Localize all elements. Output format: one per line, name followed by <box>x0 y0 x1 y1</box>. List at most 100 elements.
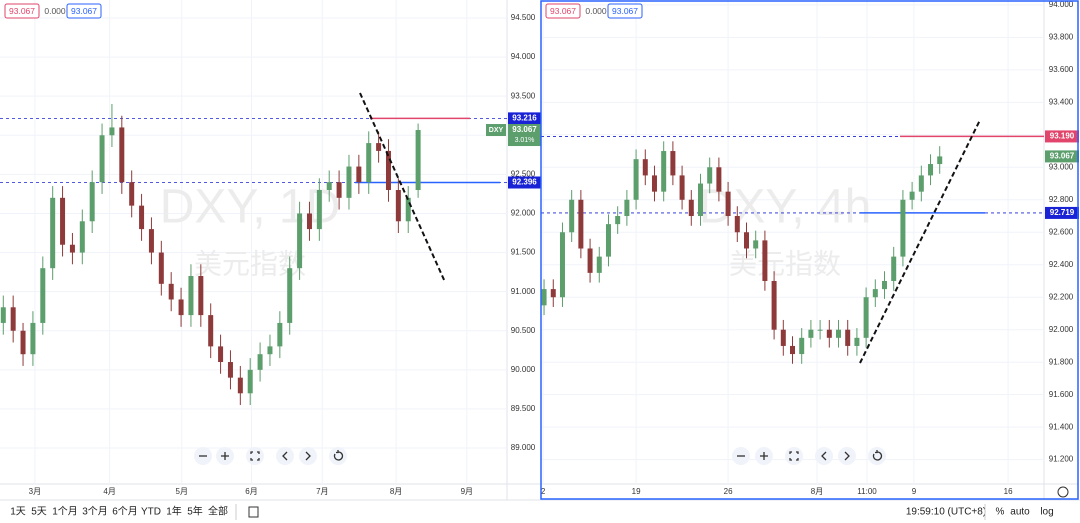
candle-body <box>642 159 648 176</box>
candle-body <box>237 377 243 394</box>
candle-body <box>178 299 184 316</box>
nav-button[interactable] <box>785 447 803 465</box>
chart-pane[interactable]: 91.200 91.400 91.600 91.800 92.000 92.200 92.4… <box>541 0 1079 496</box>
zoom-in-icon[interactable] <box>221 452 229 460</box>
candle-body <box>725 191 731 217</box>
nav-button[interactable] <box>868 447 886 465</box>
nav-button[interactable] <box>216 447 234 465</box>
scroll-left-icon[interactable] <box>821 451 827 461</box>
y-tick-label: 91.800 <box>1049 357 1074 366</box>
header-value-box <box>4 3 40 19</box>
nav-button[interactable] <box>276 447 294 465</box>
x-tick-label: 4月 <box>103 487 115 496</box>
candle-body <box>277 322 283 347</box>
range-button[interactable]: 1个月 <box>52 506 78 518</box>
percent-button[interactable]: % <box>996 507 1005 518</box>
log-button[interactable]: log <box>1040 507 1053 518</box>
candle-body <box>60 197 66 245</box>
reset-scale-icon[interactable] <box>250 451 260 461</box>
price-label-box <box>1045 130 1079 143</box>
goto-date-icon[interactable] <box>248 506 259 518</box>
nav-button[interactable] <box>299 447 317 465</box>
y-tick-label: 89.000 <box>511 443 536 452</box>
header-value: 0.000 <box>585 6 607 16</box>
reset-icon[interactable] <box>872 450 883 461</box>
y-tick-label: 89.500 <box>511 404 536 413</box>
change-label: 3.01% <box>515 137 535 144</box>
candle-body <box>836 329 842 338</box>
candle-body <box>356 166 362 183</box>
auto-button[interactable]: auto <box>1010 507 1030 518</box>
candle-body <box>909 191 915 200</box>
nav-button-bg[interactable] <box>276 447 294 465</box>
y-tick-label: 94.000 <box>511 52 536 61</box>
candle-body <box>780 329 786 346</box>
last-price-label: 93.067 <box>1050 152 1075 161</box>
chart-pane[interactable]: 89.000 89.500 90.000 90.500 91.000 91.500 92.0… <box>0 0 541 496</box>
nav-button-bg[interactable] <box>785 447 803 465</box>
candle-body <box>99 135 105 183</box>
range-button[interactable]: 1年 <box>166 505 182 518</box>
scroll-right-icon[interactable] <box>844 451 850 461</box>
x-tick-label: 19 <box>632 487 641 496</box>
range-button[interactable]: 5年 <box>187 505 203 518</box>
x-tick-label: 26 <box>724 487 733 496</box>
nav-button[interactable] <box>246 447 264 465</box>
candle-body <box>257 354 263 370</box>
nav-button[interactable] <box>755 447 773 465</box>
price-label: 92.719 <box>1050 208 1075 217</box>
candle-body <box>596 256 602 273</box>
scroll-left-icon[interactable] <box>282 451 288 461</box>
range-button[interactable]: YTD <box>141 507 161 518</box>
nav-button-bg[interactable] <box>868 447 886 465</box>
range-button[interactable]: 1天 <box>10 507 26 518</box>
candle-body <box>227 362 233 378</box>
header-value: 93.067 <box>612 6 638 16</box>
range-button[interactable]: 3个月 <box>82 506 108 518</box>
settings-icon[interactable] <box>1057 486 1069 498</box>
candle-body <box>10 307 16 331</box>
y-tick-label: 90.500 <box>511 326 536 335</box>
candle-body <box>826 329 832 338</box>
nav-button[interactable] <box>815 447 833 465</box>
candle-body <box>615 216 621 225</box>
candle-body <box>326 182 332 191</box>
nav-button-bg[interactable] <box>815 447 833 465</box>
candle-body <box>845 329 851 346</box>
candle-body <box>148 229 154 253</box>
candle-body <box>0 307 6 323</box>
x-tick-label: 9 <box>912 487 917 496</box>
range-button[interactable]: 5天 <box>31 507 47 518</box>
nav-button[interactable] <box>732 447 750 465</box>
nav-button-bg[interactable] <box>838 447 856 465</box>
candle-body <box>316 190 322 230</box>
nav-button-bg[interactable] <box>246 447 264 465</box>
candle-body <box>119 127 125 183</box>
range-button[interactable]: 6个月 <box>112 506 138 518</box>
candle-body <box>707 167 713 184</box>
candle-body <box>569 199 575 233</box>
zoom-in-icon[interactable] <box>760 452 768 460</box>
y-tick-label: 93.600 <box>1049 65 1074 74</box>
candle-body <box>405 197 411 222</box>
range-button[interactable]: 全部 <box>208 505 228 518</box>
nav-button-bg[interactable] <box>329 447 347 465</box>
x-tick-label: 11:00 <box>857 487 877 496</box>
header-value: 93.067 <box>71 6 97 16</box>
trend-line <box>359 92 446 283</box>
candle-body <box>790 345 795 355</box>
candle-body <box>89 182 95 222</box>
candle-body <box>415 130 421 191</box>
candle-body <box>198 276 204 316</box>
y-tick-label: 92.400 <box>1049 260 1074 269</box>
reset-icon[interactable] <box>333 450 344 461</box>
candle-body <box>633 159 639 200</box>
nav-button[interactable] <box>194 447 212 465</box>
nav-button[interactable] <box>838 447 856 465</box>
x-tick-label: 3月 <box>29 487 41 496</box>
nav-button[interactable] <box>329 447 347 465</box>
clock: 19:59:10 (UTC+8) <box>906 507 986 518</box>
reset-scale-icon[interactable] <box>789 451 799 461</box>
nav-button-bg[interactable] <box>299 447 317 465</box>
scroll-right-icon[interactable] <box>305 451 311 461</box>
